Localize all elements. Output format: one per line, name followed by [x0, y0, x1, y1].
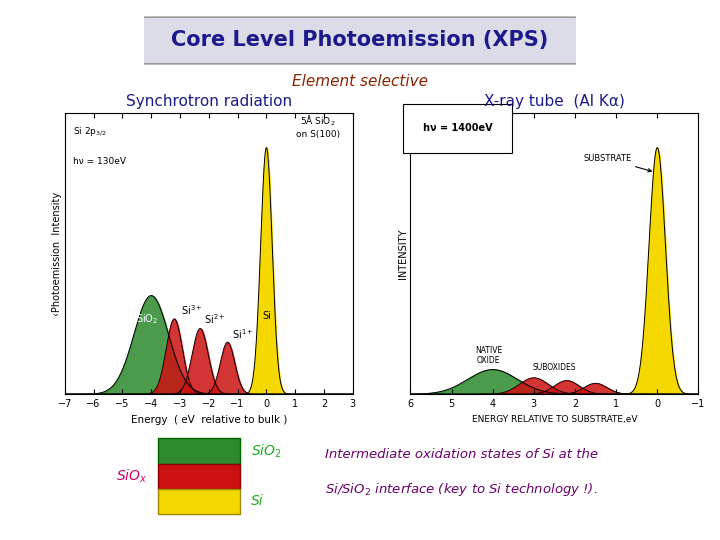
- Text: Element selective: Element selective: [292, 73, 428, 89]
- Text: 5Å SiO$_2$
on S(100): 5Å SiO$_2$ on S(100): [296, 114, 341, 139]
- Text: Si: Si: [251, 495, 264, 509]
- FancyBboxPatch shape: [135, 17, 585, 64]
- Bar: [158, 489, 240, 514]
- Y-axis label: ‹Photoemission  Intensity: ‹Photoemission Intensity: [52, 192, 62, 316]
- Text: Si/SiO$_2$ interface (key to Si technology !).: Si/SiO$_2$ interface (key to Si technolo…: [325, 481, 597, 498]
- Text: Si 2p$_{3/2}$: Si 2p$_{3/2}$: [73, 125, 107, 138]
- Text: hν = 130eV: hν = 130eV: [73, 157, 127, 166]
- Text: Intermediate oxidation states of Si at the: Intermediate oxidation states of Si at t…: [325, 448, 598, 461]
- Text: SUBSTRATE: SUBSTRATE: [583, 154, 652, 172]
- Text: Si$^{1+}$: Si$^{1+}$: [232, 328, 253, 341]
- Text: Si$^{2+}$: Si$^{2+}$: [204, 313, 226, 326]
- Text: SiO$_x$: SiO$_x$: [116, 468, 148, 485]
- Text: SUBOXIDES: SUBOXIDES: [533, 363, 576, 372]
- Text: hν = 1400eV: hν = 1400eV: [423, 123, 492, 133]
- X-axis label: ENERGY RELATIVE TO SUBSTRATE,eV: ENERGY RELATIVE TO SUBSTRATE,eV: [472, 415, 637, 423]
- Text: SiO$_2$: SiO$_2$: [136, 312, 158, 326]
- Title: Synchrotron radiation: Synchrotron radiation: [126, 94, 292, 110]
- X-axis label: Energy  ( eV  relative to bulk ): Energy ( eV relative to bulk ): [130, 415, 287, 424]
- Text: SiO$_2$: SiO$_2$: [251, 442, 282, 460]
- Title: X-ray tube  (Al Kα): X-ray tube (Al Kα): [484, 94, 625, 110]
- Text: Si$^{3+}$: Si$^{3+}$: [181, 303, 203, 317]
- Bar: [158, 438, 240, 463]
- Text: Si: Si: [262, 311, 271, 321]
- Y-axis label: INTENSITY: INTENSITY: [397, 228, 408, 279]
- Bar: [158, 463, 240, 489]
- Text: NATIVE
OXIDE: NATIVE OXIDE: [475, 346, 502, 366]
- Text: Core Level Photoemission (XPS): Core Level Photoemission (XPS): [171, 30, 549, 50]
